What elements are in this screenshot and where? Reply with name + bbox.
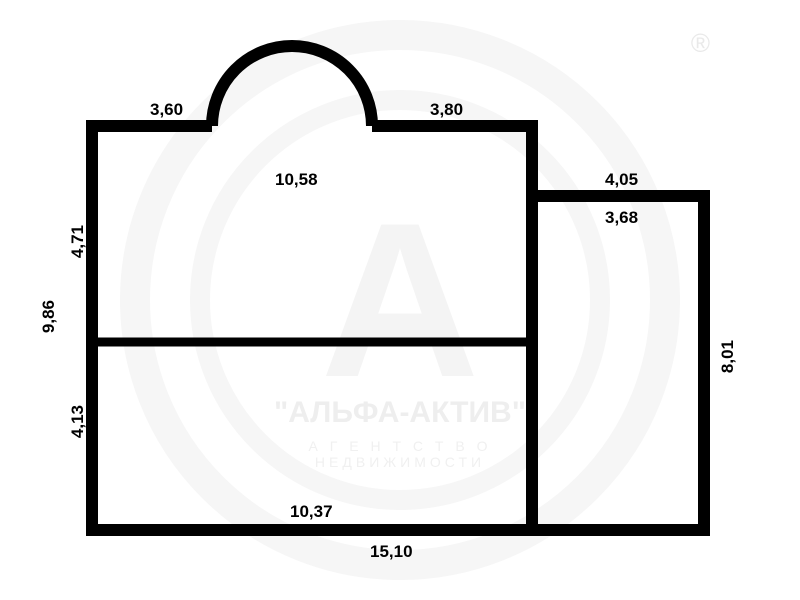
dim-bottom-total: 15,10 bbox=[370, 542, 413, 562]
dim-width-inner-top: 10,58 bbox=[275, 170, 318, 190]
dim-left-lower: 4,13 bbox=[68, 405, 88, 438]
dim-annex-top-inner: 3,68 bbox=[605, 208, 638, 228]
dim-top-right: 3,80 bbox=[430, 100, 463, 120]
dim-annex-right: 8,01 bbox=[718, 340, 738, 373]
dim-annex-top-outer: 4,05 bbox=[605, 170, 638, 190]
wall-arch bbox=[212, 46, 372, 126]
dim-left-total: 9,86 bbox=[39, 300, 59, 333]
floorplan-svg bbox=[0, 0, 800, 600]
dim-bottom-inner: 10,37 bbox=[290, 502, 333, 522]
dim-left-upper: 4,71 bbox=[68, 225, 88, 258]
dim-top-left: 3,60 bbox=[150, 100, 183, 120]
